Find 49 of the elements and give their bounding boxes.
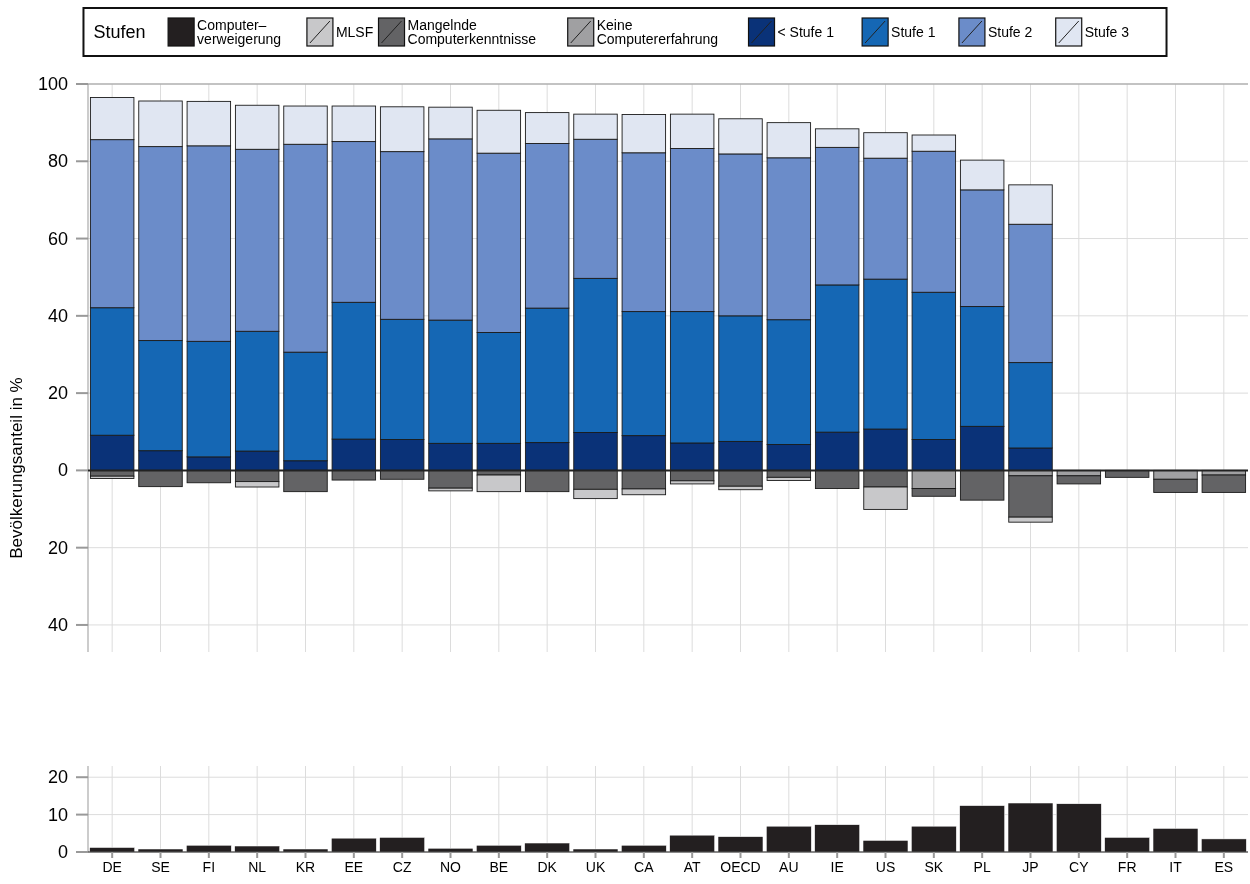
y-tick-label: 20 bbox=[47, 767, 68, 788]
x-tick-label: IT bbox=[1169, 859, 1183, 875]
x-tick-label: CY bbox=[1069, 859, 1090, 875]
x-tick-label: ES bbox=[1214, 859, 1234, 875]
bar bbox=[1201, 474, 1247, 493]
y-tick-label: 20 bbox=[47, 537, 68, 558]
y-tick-label: 0 bbox=[57, 460, 68, 481]
legend-title: Stufen bbox=[93, 22, 146, 42]
y-tick-label: 40 bbox=[47, 305, 68, 326]
x-tick-label: UK bbox=[585, 859, 606, 875]
x-tick-label: DK bbox=[537, 859, 558, 875]
x-tick-label: SK bbox=[924, 859, 944, 875]
y-tick-label: 60 bbox=[47, 228, 68, 249]
y-tick-label: 10 bbox=[47, 804, 68, 825]
legend-label: Computer– verweigerung bbox=[197, 16, 282, 48]
x-tick-label: PL bbox=[973, 859, 991, 875]
x-tick-label: KR bbox=[295, 859, 316, 875]
bar bbox=[476, 474, 522, 493]
legend-label: Stufe 1 bbox=[891, 24, 936, 40]
legend-label: Stufe 3 bbox=[1084, 24, 1130, 40]
x-tick-label: OECD bbox=[720, 859, 761, 875]
legend-label: < Stufe 1 bbox=[777, 24, 835, 40]
x-tick-label: FI bbox=[202, 859, 216, 875]
x-tick-label: SE bbox=[151, 859, 170, 875]
y-axis-title: Bevölkerungsanteil in % bbox=[7, 377, 26, 559]
x-tick-label: BE bbox=[489, 859, 509, 875]
legend-label: Keine Computererfahrung bbox=[596, 16, 719, 48]
x-tick-label: AT bbox=[683, 859, 702, 875]
x-tick-label: EE bbox=[344, 859, 364, 875]
x-tick-label: CA bbox=[634, 859, 655, 875]
y-tick-label: 0 bbox=[57, 842, 68, 862]
x-tick-label: CZ bbox=[392, 859, 412, 875]
bar bbox=[89, 475, 135, 479]
y-tick-label: 20 bbox=[47, 383, 68, 404]
x-tick-label: FR bbox=[1117, 859, 1137, 875]
x-tick-label: US bbox=[875, 859, 896, 875]
x-tick-label: NO bbox=[440, 859, 462, 875]
legend-label: MLSF bbox=[335, 24, 374, 40]
legend-label: Mangelnde Computerkenntnisse bbox=[407, 16, 537, 48]
x-tick-label: AU bbox=[779, 859, 799, 875]
y-tick-label: 40 bbox=[47, 614, 68, 635]
x-tick-label: DE bbox=[102, 859, 122, 875]
y-tick-label: 80 bbox=[47, 151, 68, 172]
y-tick-label: 100 bbox=[37, 74, 68, 94]
x-tick-label: JP bbox=[1022, 859, 1039, 875]
x-tick-label: IE bbox=[830, 859, 844, 875]
bar bbox=[1056, 475, 1102, 485]
x-tick-label: NL bbox=[248, 859, 267, 875]
legend-label: Stufe 2 bbox=[987, 24, 1033, 40]
